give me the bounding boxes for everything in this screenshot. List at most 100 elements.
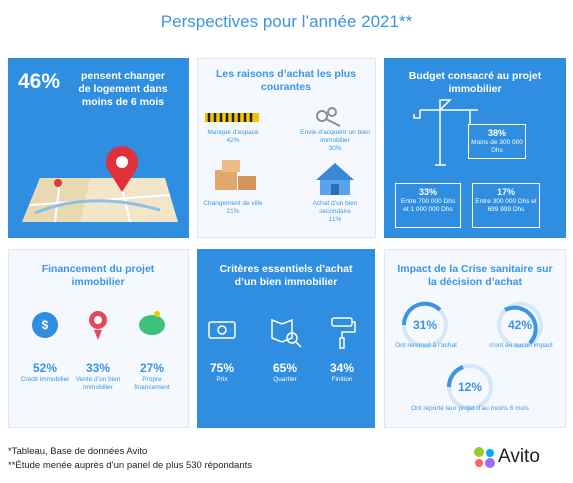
item: Manque d’espace 42%	[200, 129, 266, 145]
label: Prix	[216, 376, 228, 383]
budget-box: 17% Entre 300 000 Dhs et 699 999 Dhs	[472, 183, 540, 228]
shape	[222, 160, 240, 172]
footnote: **Étude menée auprès d’un panel de plus …	[8, 460, 253, 471]
item: 65% Quartier	[260, 361, 310, 384]
item: 52% Crédit immobilier	[18, 361, 72, 384]
value: 42%	[226, 137, 240, 144]
money-bag-icon: $	[32, 312, 58, 338]
map-icon	[22, 146, 178, 223]
shape	[215, 170, 237, 190]
item: Envie d’acquérir un bien immobilier 30%	[300, 129, 370, 153]
label: Manque d’espace	[207, 129, 259, 136]
budget-box: 38% Moins de 300 000 Dhs	[468, 124, 526, 159]
shape	[94, 316, 102, 324]
value: 27%	[139, 361, 165, 375]
shape	[474, 447, 484, 457]
shape	[401, 301, 442, 326]
item: 34% Finition	[317, 361, 367, 384]
boxes-icon	[215, 160, 256, 190]
panel-title: Critères essentiels d’achat d’un bien im…	[219, 263, 353, 288]
logo: Avito	[498, 446, 540, 467]
shape	[154, 311, 160, 317]
shape	[504, 305, 538, 345]
map-search-icon	[271, 318, 302, 348]
shape	[331, 184, 339, 195]
label: Ont reporté leur projet d’au moins 6 moi…	[411, 405, 529, 412]
label: Crédit immobilier	[20, 376, 70, 383]
value: 30%	[328, 145, 342, 152]
budget-box: 33% Entre 700 000 Dhs et 1 000 000 Dhs	[395, 183, 461, 228]
label: Propre financement	[134, 376, 170, 391]
shape	[327, 107, 337, 117]
shape	[341, 321, 356, 338]
shape: $	[42, 318, 49, 332]
shape	[271, 318, 293, 343]
shape	[325, 118, 341, 127]
item: 33% Vente d’un bien immobilier	[71, 361, 125, 392]
shape	[208, 321, 236, 339]
value: 42%	[507, 318, 533, 332]
ring-icon	[401, 301, 543, 410]
shape	[94, 330, 102, 340]
value: 65%	[272, 361, 298, 375]
panel-title: Budget consacré au projet immobilier	[408, 70, 542, 95]
label: Finition	[331, 376, 353, 383]
label: Entre 300 000 Dhs et 699 999 Dhs	[475, 198, 537, 213]
shape	[446, 365, 464, 388]
label: Ont renoncé à l’achat	[395, 342, 457, 349]
stat-text: pensent changer de logement dans moins d…	[78, 70, 168, 108]
label: Entre 700 000 Dhs et 1 000 000 Dhs	[400, 198, 456, 213]
item: 75% Prix	[197, 361, 247, 384]
panel-title: Les raisons d’achat les plus courantes	[215, 68, 357, 93]
item: Changement de ville 21%	[200, 200, 266, 216]
shape	[286, 332, 298, 344]
value: 21%	[226, 208, 240, 215]
panel	[197, 58, 376, 238]
value: 33%	[85, 361, 111, 375]
value: 75%	[209, 361, 235, 375]
shape	[497, 302, 543, 348]
shape	[106, 146, 138, 192]
value: 38%	[487, 128, 506, 138]
shape	[34, 199, 161, 215]
label: n’ont eu aucun impact	[489, 342, 553, 349]
value: 34%	[329, 361, 355, 375]
label: Vente d’un bien immobilier	[75, 376, 121, 391]
page-title: Perspectives pour l’année 2021**	[160, 12, 413, 31]
panel-title: Financement du projet immobilier	[41, 263, 155, 288]
shape	[217, 325, 227, 335]
banknote-icon	[208, 321, 236, 339]
shape	[295, 341, 302, 348]
house-icon	[316, 163, 354, 195]
shape	[238, 176, 256, 190]
shape	[475, 459, 483, 467]
shape	[32, 312, 58, 338]
keys-icon	[316, 107, 341, 127]
value: 11%	[328, 216, 342, 223]
shape	[116, 156, 128, 168]
label: Envie d’acquérir un bien immobilier	[300, 129, 370, 144]
value: 31%	[412, 318, 438, 332]
shape	[486, 449, 494, 457]
panel-title: Impact de la Crise sanitaire sur la déci…	[397, 263, 553, 288]
value: 17%	[496, 187, 515, 197]
footnote: *Tableau, Base de données Avito	[8, 446, 148, 457]
item: Achat d’un bien secondaire 11%	[302, 200, 368, 224]
crane-icon	[413, 99, 478, 166]
shape	[207, 113, 253, 122]
label: Moins de 300 000 Dhs	[471, 139, 523, 154]
label: Changement de ville	[203, 200, 263, 207]
logo-mark	[474, 447, 495, 468]
value: 33%	[418, 187, 437, 197]
stat: 46%	[18, 70, 61, 93]
shape	[420, 99, 478, 166]
shape	[316, 163, 354, 180]
roller-icon	[331, 317, 356, 349]
shape	[339, 337, 345, 349]
value: 12%	[457, 380, 483, 394]
label: Achat d’un bien secondaire	[312, 200, 358, 215]
shape	[139, 315, 165, 335]
label: Quartier	[273, 376, 297, 383]
hand-heart-icon	[89, 311, 107, 340]
